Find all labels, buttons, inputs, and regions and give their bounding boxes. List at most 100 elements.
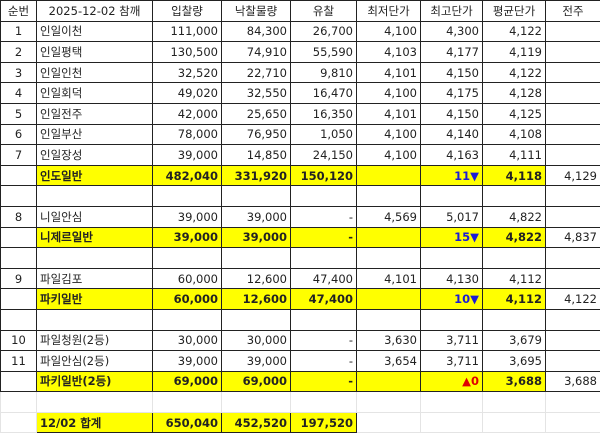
cell-avg[interactable]: 4,112 bbox=[483, 289, 546, 310]
cell-bid[interactable]: 60,000 bbox=[153, 268, 222, 289]
cell-min[interactable] bbox=[357, 371, 421, 392]
cell-avg[interactable]: 4,119 bbox=[483, 42, 546, 63]
cell-max[interactable] bbox=[421, 248, 483, 269]
cell-prev[interactable] bbox=[546, 412, 600, 433]
cell-max[interactable]: 4,300 bbox=[421, 21, 483, 42]
cell-no[interactable] bbox=[1, 227, 37, 248]
cell-prev[interactable] bbox=[546, 248, 600, 269]
cell-prev[interactable] bbox=[546, 392, 600, 413]
cell-no[interactable]: 3 bbox=[1, 62, 37, 83]
cell-name[interactable]: 12/02 합계 bbox=[37, 412, 153, 433]
cell-no[interactable]: 4 bbox=[1, 83, 37, 104]
cell-no[interactable] bbox=[1, 186, 37, 207]
cell-min[interactable]: 4,100 bbox=[357, 145, 421, 166]
cell-no[interactable]: 8 bbox=[1, 206, 37, 227]
cell-no[interactable]: 7 bbox=[1, 145, 37, 166]
cell-bid[interactable]: 78,000 bbox=[153, 124, 222, 145]
cell-bid[interactable]: 130,500 bbox=[153, 42, 222, 63]
cell-won[interactable]: 76,950 bbox=[222, 124, 291, 145]
cell-no[interactable]: 2 bbox=[1, 42, 37, 63]
cell-fail[interactable]: - bbox=[291, 351, 357, 372]
cell-max[interactable]: 4,175 bbox=[421, 83, 483, 104]
cell-name[interactable]: 인일평택 bbox=[37, 42, 153, 63]
cell-bid[interactable] bbox=[153, 309, 222, 330]
cell-min[interactable]: 4,100 bbox=[357, 21, 421, 42]
cell-name[interactable]: 니일안심 bbox=[37, 206, 153, 227]
cell-fail[interactable]: - bbox=[291, 227, 357, 248]
cell-max[interactable]: 5,017 bbox=[421, 206, 483, 227]
cell-name[interactable]: 인일장성 bbox=[37, 145, 153, 166]
cell-prev[interactable] bbox=[546, 330, 600, 351]
cell-name[interactable]: 인일전주 bbox=[37, 103, 153, 124]
cell-bid[interactable]: 69,000 bbox=[153, 371, 222, 392]
cell-avg[interactable]: 4,122 bbox=[483, 62, 546, 83]
cell-bid[interactable]: 39,000 bbox=[153, 206, 222, 227]
cell-max[interactable]: 4,140 bbox=[421, 124, 483, 145]
cell-fail[interactable]: 16,350 bbox=[291, 103, 357, 124]
cell-prev[interactable]: 4,122 bbox=[546, 289, 600, 310]
cell-max[interactable]: 4,130 bbox=[421, 268, 483, 289]
cell-no[interactable] bbox=[1, 412, 37, 433]
cell-avg[interactable]: 4,128 bbox=[483, 83, 546, 104]
cell-prev[interactable] bbox=[546, 145, 600, 166]
cell-max[interactable]: 4,150 bbox=[421, 62, 483, 83]
cell-max[interactable] bbox=[421, 186, 483, 207]
cell-avg[interactable] bbox=[483, 412, 546, 433]
cell-min[interactable] bbox=[357, 289, 421, 310]
cell-fail[interactable]: 9,810 bbox=[291, 62, 357, 83]
cell-avg[interactable]: 4,125 bbox=[483, 103, 546, 124]
cell-max[interactable]: 11▼ bbox=[421, 165, 483, 186]
cell-name[interactable] bbox=[37, 392, 153, 413]
cell-min[interactable] bbox=[357, 186, 421, 207]
cell-name[interactable]: 파일청원(2등) bbox=[37, 330, 153, 351]
cell-name[interactable] bbox=[37, 186, 153, 207]
cell-no[interactable]: 5 bbox=[1, 103, 37, 124]
cell-prev[interactable]: 3,688 bbox=[546, 371, 600, 392]
cell-min[interactable]: 4,569 bbox=[357, 206, 421, 227]
cell-name[interactable]: 인도일반 bbox=[37, 165, 153, 186]
cell-won[interactable]: 452,520 bbox=[222, 412, 291, 433]
cell-bid[interactable]: 30,000 bbox=[153, 330, 222, 351]
cell-bid[interactable]: 39,000 bbox=[153, 351, 222, 372]
cell-max[interactable]: 3,711 bbox=[421, 351, 483, 372]
cell-name[interactable]: 인일인천 bbox=[37, 62, 153, 83]
cell-won[interactable]: 30,000 bbox=[222, 330, 291, 351]
cell-name[interactable]: 인일이천 bbox=[37, 21, 153, 42]
cell-won[interactable]: 12,600 bbox=[222, 289, 291, 310]
cell-min[interactable]: 3,630 bbox=[357, 330, 421, 351]
cell-won[interactable]: 39,000 bbox=[222, 351, 291, 372]
cell-bid[interactable] bbox=[153, 186, 222, 207]
cell-min[interactable]: 4,103 bbox=[357, 42, 421, 63]
cell-fail[interactable]: 55,590 bbox=[291, 42, 357, 63]
cell-max[interactable]: 4,150 bbox=[421, 103, 483, 124]
cell-no[interactable] bbox=[1, 371, 37, 392]
cell-max[interactable]: ▲0 bbox=[421, 371, 483, 392]
cell-prev[interactable] bbox=[546, 268, 600, 289]
cell-min[interactable] bbox=[357, 309, 421, 330]
cell-prev[interactable] bbox=[546, 351, 600, 372]
cell-avg[interactable]: 4,112 bbox=[483, 268, 546, 289]
header-cell[interactable]: 최저단가 bbox=[357, 1, 421, 22]
cell-won[interactable]: 69,000 bbox=[222, 371, 291, 392]
cell-won[interactable]: 84,300 bbox=[222, 21, 291, 42]
cell-bid[interactable]: 39,000 bbox=[153, 145, 222, 166]
header-cell[interactable]: 평균단가 bbox=[483, 1, 546, 22]
cell-bid[interactable] bbox=[153, 392, 222, 413]
cell-won[interactable]: 25,650 bbox=[222, 103, 291, 124]
cell-no[interactable]: 9 bbox=[1, 268, 37, 289]
cell-min[interactable] bbox=[357, 412, 421, 433]
cell-won[interactable]: 331,920 bbox=[222, 165, 291, 186]
cell-name[interactable]: 인일회덕 bbox=[37, 83, 153, 104]
cell-fail[interactable] bbox=[291, 186, 357, 207]
cell-avg[interactable]: 4,108 bbox=[483, 124, 546, 145]
cell-max[interactable] bbox=[421, 309, 483, 330]
cell-prev[interactable] bbox=[546, 62, 600, 83]
cell-prev[interactable] bbox=[546, 42, 600, 63]
cell-avg[interactable]: 4,122 bbox=[483, 21, 546, 42]
cell-fail[interactable]: 150,120 bbox=[291, 165, 357, 186]
cell-no[interactable] bbox=[1, 309, 37, 330]
cell-name[interactable]: 파키일반 bbox=[37, 289, 153, 310]
cell-prev[interactable]: 4,837 bbox=[546, 227, 600, 248]
cell-max[interactable]: 10▼ bbox=[421, 289, 483, 310]
cell-prev[interactable] bbox=[546, 103, 600, 124]
